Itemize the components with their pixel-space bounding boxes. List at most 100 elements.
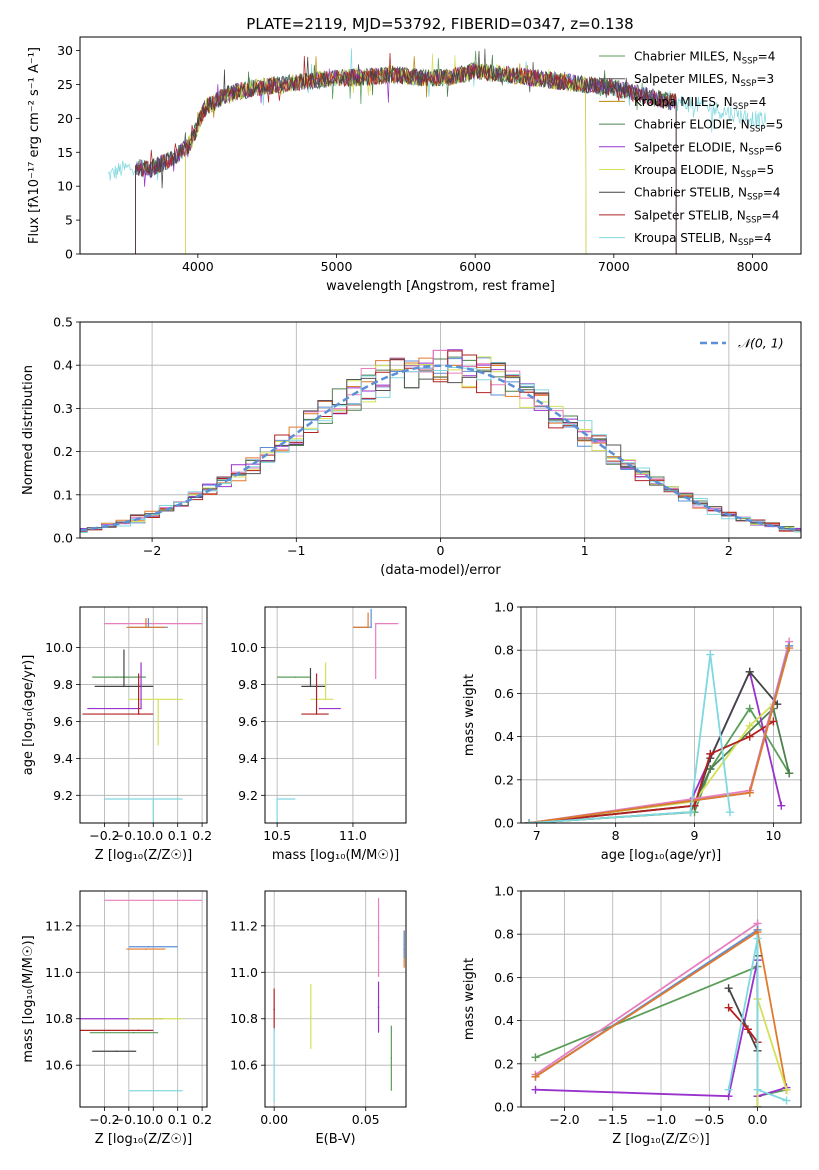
x-tick-label: 0.1 bbox=[168, 1112, 188, 1127]
normal-curve bbox=[80, 364, 801, 532]
data-point bbox=[315, 713, 318, 715]
histogram-legend: 𝒩(0, 1) bbox=[700, 336, 784, 351]
data-point bbox=[377, 1006, 380, 1008]
figure-title: PLATE=2119, MJD=53792, FIBERID=0347, z=0… bbox=[246, 15, 633, 33]
plus-marker bbox=[777, 801, 786, 810]
mass-weight-vs-metallicity-panel: −2.0 −1.5 −1.0 −0.5 0.0 0.0 0.2 0.4 0.6 0.8 1.0 Z [… bbox=[462, 884, 802, 1147]
y-tick-label: 1.0 bbox=[494, 600, 514, 615]
data-point bbox=[273, 1064, 275, 1066]
data-point bbox=[115, 1050, 118, 1053]
age-vs-mass-panel: 10.5 11.0 9.2 9.4 9.6 9.8 10.0 mass [log₁₀(M/M☉… bbox=[230, 606, 407, 863]
data-point bbox=[152, 622, 155, 625]
legend-subscript: SSP bbox=[742, 57, 758, 67]
y-tick-label: 9.6 bbox=[238, 714, 258, 729]
y-tick-label: 15 bbox=[57, 145, 73, 160]
legend-nssp: =4 bbox=[749, 95, 767, 109]
legend-model-name: Chabrier ELODIE, N bbox=[634, 118, 750, 132]
y-tick-label: 0.0 bbox=[53, 531, 73, 546]
legend-subscript: SSP bbox=[741, 170, 757, 180]
y-tick-label: 11.2 bbox=[45, 918, 73, 933]
x-tick-label: 6000 bbox=[459, 259, 491, 274]
y-tick-label: 0.0 bbox=[494, 1100, 514, 1115]
plus-marker bbox=[724, 1003, 733, 1012]
y-axis-label: age [log₁₀(age/yr)] bbox=[21, 655, 36, 776]
legend-subscript: SSP bbox=[747, 193, 763, 203]
plus-marker bbox=[724, 1085, 733, 1094]
y-tick-label: 11.2 bbox=[230, 918, 258, 933]
y-tick-label: 0.4 bbox=[494, 729, 514, 744]
legend-nssp: =4 bbox=[762, 208, 780, 222]
legend-entry: Kroupa ELODIE, NSSP=5 bbox=[634, 163, 774, 180]
mass-vs-metallicity-frame bbox=[79, 890, 208, 1108]
x-tick-label: 0 bbox=[437, 543, 445, 558]
data-point bbox=[324, 698, 327, 701]
x-tick-label: −2.0 bbox=[549, 1112, 579, 1127]
x-tick-label: 1 bbox=[581, 543, 589, 558]
mass-vs-metallicity-panel: −0.2−0.1 0.0 0.1 0.2 10.6 10.8 11.0 11.2 Z [log₁… bbox=[21, 890, 212, 1147]
y-axis-label: Flux [fλ10⁻¹⁷ erg cm⁻² s⁻¹ A⁻¹] bbox=[27, 47, 42, 244]
spectrum-line-6 bbox=[135, 50, 677, 254]
legend-model-name: Kroupa STELIB, N bbox=[634, 231, 738, 245]
x-axis-label: Z [log₁₀(Z/Z☉)] bbox=[95, 848, 192, 863]
y-tick-label: 10.6 bbox=[230, 1058, 258, 1073]
y-tick-label: 25 bbox=[57, 77, 73, 92]
y-tick-label: 9.2 bbox=[53, 788, 73, 803]
x-axis-label: mass [log₁₀(M/M☉)] bbox=[272, 848, 399, 863]
legend-entry: Chabrier STELIB, NSSP=4 bbox=[634, 186, 781, 203]
plus-marker bbox=[686, 808, 695, 817]
x-tick-label: −2 bbox=[143, 543, 161, 558]
x-tick-label: 7 bbox=[533, 828, 541, 843]
data-point bbox=[374, 622, 377, 625]
histogram-series-5 bbox=[80, 350, 801, 533]
legend-entry: Chabrier MILES, NSSP=4 bbox=[634, 50, 775, 67]
data-point bbox=[152, 1089, 155, 1092]
legend-subscript: SSP bbox=[741, 79, 757, 89]
plus-marker bbox=[745, 721, 754, 730]
legend-entry: Chabrier ELODIE, NSSP=5 bbox=[634, 118, 783, 135]
mass-vs-metallicity-plot-area bbox=[80, 899, 203, 1092]
plus-marker bbox=[745, 732, 754, 741]
plus-marker bbox=[706, 650, 715, 659]
legend-entry: Kroupa STELIB, NSSP=4 bbox=[634, 231, 772, 248]
y-tick-label: 0.2 bbox=[53, 444, 73, 459]
y-tick-label: 10.8 bbox=[230, 1011, 258, 1026]
legend-subscript: SSP bbox=[733, 102, 749, 112]
y-tick-label: 0 bbox=[65, 247, 73, 262]
data-point bbox=[145, 948, 147, 950]
data-point bbox=[309, 685, 312, 688]
data-point bbox=[137, 713, 140, 715]
legend-subscript: SSP bbox=[746, 215, 762, 225]
data-point bbox=[140, 707, 142, 710]
plus-marker bbox=[745, 667, 754, 676]
plus-marker bbox=[706, 749, 715, 758]
data-point bbox=[403, 943, 405, 946]
legend-nssp: =4 bbox=[763, 186, 781, 200]
y-tick-label: 30 bbox=[57, 43, 73, 58]
mass-weight-vs-age-panel: 7 8 9 10 0.0 0.2 0.4 0.6 0.8 1.0 age [log₁₀(age/yr… bbox=[462, 600, 802, 863]
data-point bbox=[370, 626, 372, 629]
plus-marker bbox=[745, 704, 754, 713]
y-tick-label: 0.8 bbox=[494, 927, 514, 942]
plus-marker bbox=[524, 819, 533, 823]
plus-marker bbox=[785, 769, 794, 778]
y-tick-label: 11.0 bbox=[45, 965, 73, 980]
legend-model-name: Salpeter STELIB, N bbox=[634, 208, 746, 222]
y-tick-label: 9.4 bbox=[53, 751, 73, 766]
data-point bbox=[318, 707, 321, 710]
x-axis-label: Z [log₁₀(Z/Z☉)] bbox=[95, 1132, 192, 1147]
data-point bbox=[137, 1029, 140, 1032]
x-tick-label: −1 bbox=[287, 543, 305, 558]
plus-marker bbox=[531, 1053, 540, 1062]
mass-weight-vs-age-frame bbox=[520, 606, 802, 824]
x-tick-label: −1.5 bbox=[598, 1112, 628, 1127]
mass-weight-vs-metallicity-plot-area bbox=[531, 919, 791, 1107]
mass-vs-ebv-panel: 0.00 0.05 10.6 10.8 11.0 11.2 E(B-V) bbox=[230, 890, 407, 1147]
y-tick-label: 0.5 bbox=[53, 315, 73, 330]
x-tick-label: −0.2 bbox=[89, 828, 119, 843]
data-point bbox=[273, 1008, 275, 1011]
y-tick-label: 9.8 bbox=[53, 677, 73, 692]
y-tick-label: 5 bbox=[65, 213, 73, 228]
data-point bbox=[276, 798, 278, 800]
